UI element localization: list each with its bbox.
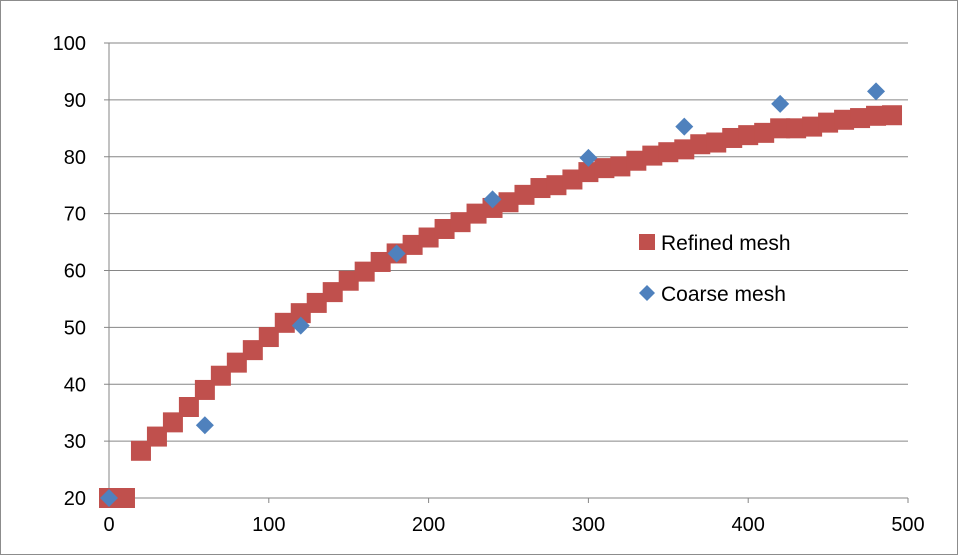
refined-mesh-point (434, 218, 455, 239)
refined-mesh-point (338, 270, 359, 291)
y-tick-label: 90 (64, 90, 86, 112)
tick-labels: 20 30 40 50 60 70 80 90 100 0 100 200 300 400 500 (53, 33, 925, 536)
y-tick-label: 80 (64, 147, 86, 169)
series-refined-mesh (99, 105, 903, 508)
y-tick-label: 50 (64, 317, 86, 339)
legend-marker-refined-mesh (639, 234, 655, 250)
coarse-mesh-point (100, 489, 118, 507)
refined-mesh-point (578, 162, 599, 183)
y-tick-label: 60 (64, 261, 86, 283)
x-tick-label: 400 (732, 514, 765, 536)
refined-mesh-point (690, 134, 711, 155)
refined-mesh-point (258, 327, 279, 348)
refined-mesh-point (210, 365, 231, 386)
coarse-mesh-point (675, 117, 694, 136)
refined-mesh-point (642, 145, 663, 166)
refined-mesh-point (866, 105, 887, 126)
refined-mesh-point (130, 440, 151, 461)
legend: Refined mesh Coarse mesh (639, 232, 791, 306)
legend-marker-coarse-mesh (639, 285, 655, 301)
refined-mesh-point (402, 234, 423, 255)
coarse-mesh-point (387, 244, 406, 263)
refined-mesh-point (706, 132, 727, 153)
refined-mesh-point (530, 178, 551, 199)
refined-mesh-point (754, 122, 775, 143)
y-tick-label: 20 (64, 488, 86, 510)
coarse-mesh-point (579, 148, 598, 167)
refined-mesh-point (802, 116, 823, 137)
refined-mesh-point (546, 175, 567, 196)
refined-mesh-point (786, 118, 807, 139)
refined-mesh-point (818, 112, 839, 133)
refined-mesh-point (610, 156, 631, 177)
refined-mesh-point (450, 212, 471, 233)
y-tick-label: 30 (64, 431, 86, 453)
refined-mesh-point (178, 397, 199, 417)
x-tick-label: 300 (572, 514, 605, 536)
refined-mesh-point (418, 227, 439, 248)
x-tick-label: 200 (412, 514, 445, 536)
axes (104, 42, 909, 503)
refined-mesh-point (658, 142, 679, 163)
x-tick-label: 500 (891, 514, 924, 536)
refined-mesh-point (594, 158, 615, 179)
refined-mesh-point (626, 150, 647, 171)
y-tick-label: 40 (64, 374, 86, 396)
coarse-mesh-point (483, 190, 502, 209)
refined-mesh-point (354, 261, 375, 282)
refined-mesh-point (738, 125, 759, 146)
gridlines (109, 42, 908, 442)
refined-mesh-point (498, 192, 519, 213)
data-series (99, 82, 903, 508)
refined-mesh-point (674, 139, 695, 160)
refined-mesh-point (562, 169, 583, 190)
refined-mesh-point (274, 312, 295, 333)
x-tick-label: 0 (103, 514, 114, 536)
refined-mesh-point (370, 251, 391, 272)
refined-mesh-point (850, 108, 871, 129)
legend-label-coarse-mesh: Coarse mesh (661, 283, 786, 306)
refined-mesh-point (322, 282, 343, 303)
y-tick-label: 100 (53, 33, 86, 55)
refined-mesh-point (226, 352, 247, 373)
refined-mesh-point (290, 303, 311, 324)
refined-mesh-point (114, 488, 135, 508)
series-coarse-mesh (100, 82, 886, 507)
coarse-mesh-point (291, 316, 310, 335)
refined-mesh-point (466, 203, 487, 224)
x-tick-label: 100 (252, 514, 285, 536)
refined-mesh-point (242, 340, 263, 361)
coarse-mesh-point (195, 416, 214, 435)
coarse-mesh-point (771, 94, 790, 113)
coarse-mesh-point (867, 82, 886, 101)
refined-mesh-point (514, 184, 535, 205)
refined-mesh-point (306, 292, 327, 313)
refined-mesh-point (770, 118, 791, 139)
refined-mesh-point (194, 379, 215, 400)
refined-mesh-point (146, 426, 167, 447)
refined-mesh-point (162, 412, 183, 433)
legend-label-refined-mesh: Refined mesh (661, 232, 791, 255)
refined-mesh-point (722, 127, 743, 148)
refined-mesh-point (834, 109, 855, 130)
y-tick-label: 70 (64, 204, 86, 226)
refined-mesh-point (882, 105, 903, 126)
